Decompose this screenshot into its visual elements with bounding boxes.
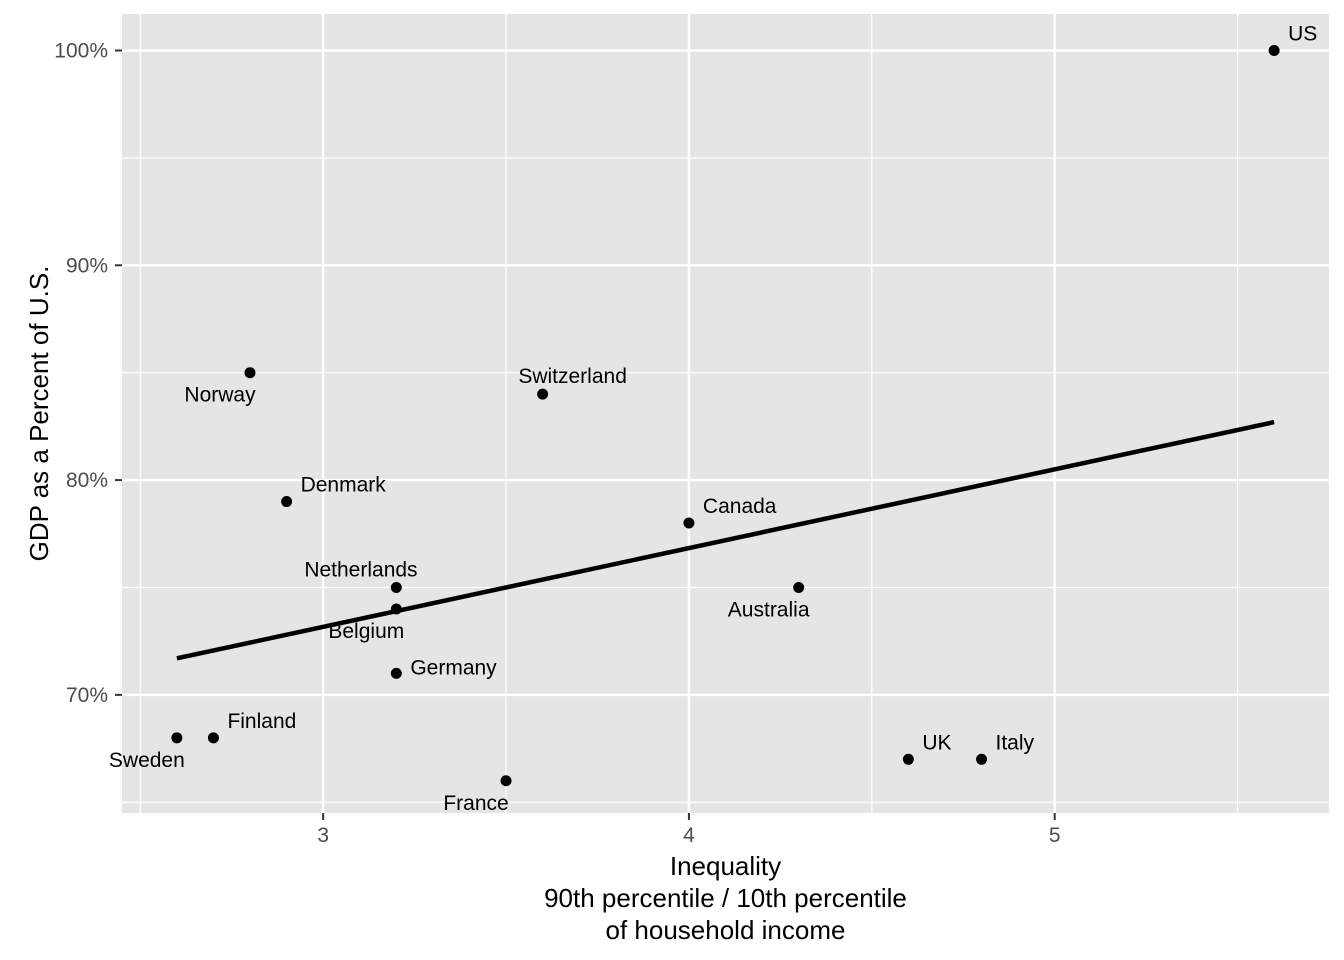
data-point <box>976 753 988 765</box>
data-point <box>390 603 402 615</box>
data-point <box>207 732 219 744</box>
data-point <box>244 367 256 379</box>
y-tick-label: 90% <box>66 254 108 277</box>
x-tick-label: 5 <box>1049 824 1061 847</box>
point-labels: US Norway Switzerland Denmark Canada Netherla… <box>109 23 1317 815</box>
plot-panel <box>122 14 1329 813</box>
data-point <box>537 388 549 400</box>
point-label: Norway <box>184 384 256 407</box>
data-point <box>1268 45 1280 57</box>
x-axis-title: Inequality 90th percentile / 10th percent… <box>544 851 907 945</box>
trend-line <box>176 419 1275 661</box>
data-point <box>390 581 402 593</box>
data-point <box>171 732 183 744</box>
y-axis-ticks: 70% 80% 90% 100% <box>54 40 122 707</box>
point-label: Belgium <box>328 620 404 643</box>
x-axis-title-line: 90th percentile / 10th percentile <box>544 883 907 913</box>
data-point <box>281 496 293 508</box>
point-label: Germany <box>410 656 497 679</box>
y-tick-label: 70% <box>66 684 108 707</box>
data-point <box>500 775 512 787</box>
point-label: Italy <box>996 731 1035 754</box>
point-label: UK <box>922 731 951 754</box>
point-label: Canada <box>703 495 777 518</box>
point-label: Switzerland <box>518 365 627 388</box>
point-label: Sweden <box>109 749 185 772</box>
x-tick-label: 4 <box>683 824 695 847</box>
major-gridlines <box>122 14 1329 813</box>
point-label: US <box>1288 23 1317 46</box>
point-label: Denmark <box>301 474 387 497</box>
y-tick-label: 80% <box>66 469 108 492</box>
x-axis-ticks: 3 4 5 <box>317 813 1061 847</box>
x-axis-title-line: Inequality <box>670 851 781 881</box>
y-axis-title: GDP as a Percent of U.S. <box>24 266 54 562</box>
y-tick-label: 100% <box>54 40 108 63</box>
point-label: Australia <box>728 598 810 621</box>
data-point <box>683 517 695 529</box>
point-label: France <box>443 792 508 815</box>
x-tick-label: 3 <box>317 824 329 847</box>
data-points <box>171 45 1280 787</box>
x-axis-title-line: of household income <box>606 915 846 945</box>
point-label: Netherlands <box>304 558 417 581</box>
point-label: Finland <box>227 710 296 733</box>
data-point <box>902 753 914 765</box>
data-point <box>390 667 402 679</box>
data-point <box>793 581 805 593</box>
